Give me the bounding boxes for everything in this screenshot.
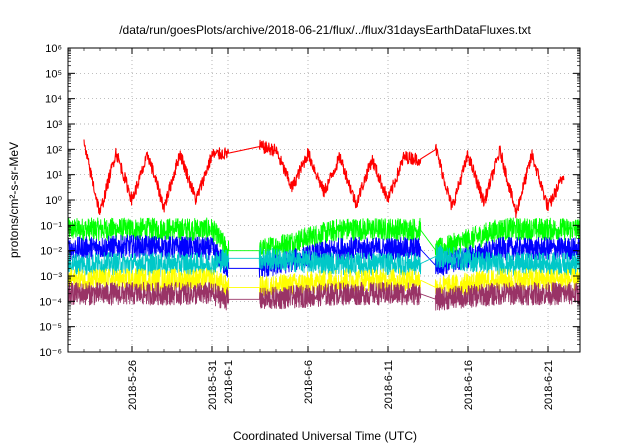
y-tick-label: 10² xyxy=(46,144,62,156)
grid xyxy=(68,48,580,352)
x-tick-label: 2018-6-1 xyxy=(223,360,235,404)
y-tick-label: 10⁻⁶ xyxy=(39,347,62,359)
chart-title: /data/run/goesPlots/archive/2018-06-21/f… xyxy=(119,23,531,37)
x-tick-label: 2018-6-6 xyxy=(303,360,315,404)
y-tick-label: 10⁴ xyxy=(45,94,62,106)
x-tick-label: 2018-6-11 xyxy=(383,360,395,409)
series-line xyxy=(67,268,581,299)
x-tick-label: 2018-5-26 xyxy=(127,360,139,410)
axes: 10⁻⁶ 10⁻⁵ 10⁻⁴ 10⁻³ 10⁻² 10⁻¹ 10⁰ 10¹ 10² 10³ 10⁴ 1… xyxy=(39,43,581,410)
y-tick-label: 10⁰ xyxy=(45,195,62,207)
y-tick-label: 10⁻⁵ xyxy=(39,322,62,334)
x-axis-title: Coordinated Universal Time (UTC) xyxy=(233,429,417,443)
y-tick-label: 10³ xyxy=(46,119,62,131)
y-tick-label: 10⁻² xyxy=(40,246,62,258)
series-line xyxy=(83,139,565,219)
y-tick-label: 10⁵ xyxy=(45,68,62,80)
y-tick-label: 10¹ xyxy=(46,170,62,182)
y-tick-label: 10⁻⁴ xyxy=(39,296,62,308)
y-tick-label: 10⁻¹ xyxy=(40,220,62,232)
series-group xyxy=(67,139,581,311)
series-line xyxy=(67,281,581,311)
x-tick-label: 2018-6-16 xyxy=(463,360,475,410)
x-tick-label: 2018-6-21 xyxy=(543,360,555,410)
x-tick-label: 2018-5-31 xyxy=(207,360,219,410)
y-tick-label: 10⁶ xyxy=(45,43,62,55)
y-tick-label: 10⁻³ xyxy=(40,271,62,283)
series-line xyxy=(67,217,581,262)
y-axis-title: protons/cm²-s-sr-MeV xyxy=(7,142,21,258)
